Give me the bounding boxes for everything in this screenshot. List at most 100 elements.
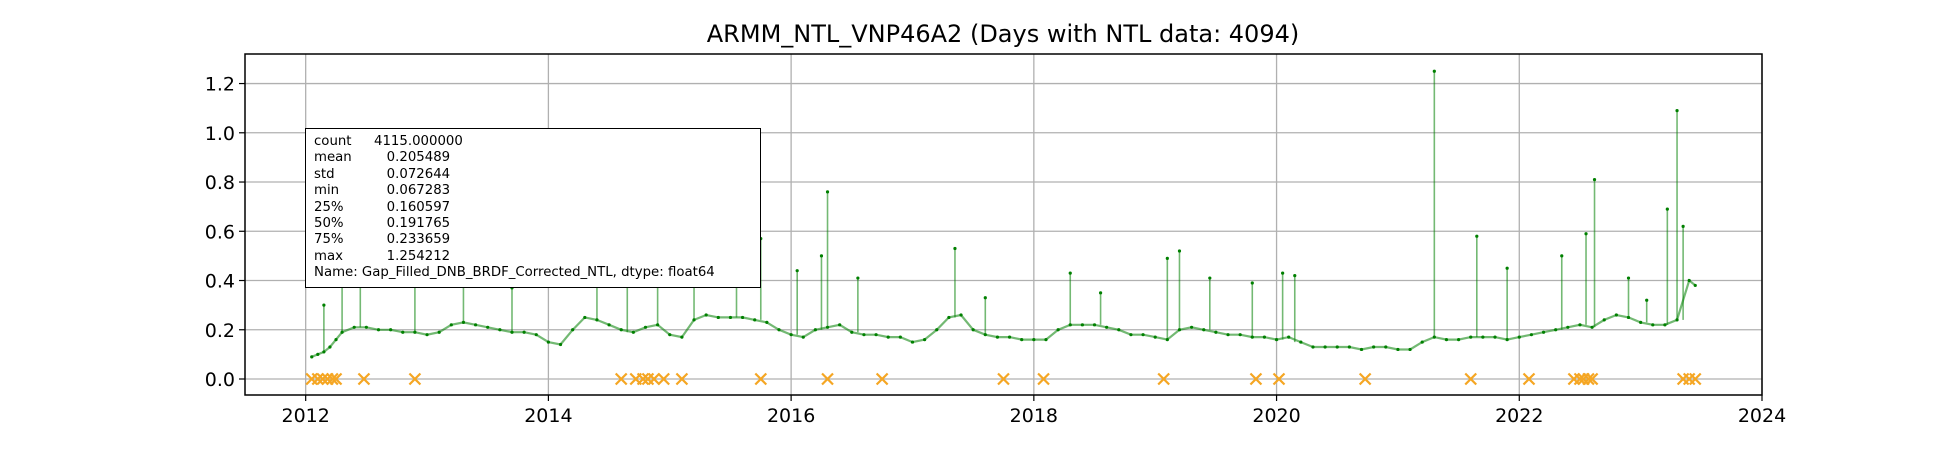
gap-x-marker (1582, 372, 1595, 386)
stats-key: count (314, 134, 352, 149)
ntl-data-point (1384, 345, 1388, 349)
x-tick-label: 2024 (1738, 405, 1786, 427)
ntl-data-point (1238, 333, 1242, 337)
ntl-spike-point (322, 303, 326, 307)
ntl-data-point (546, 340, 551, 344)
gap-x-marker (316, 372, 329, 386)
ntl-data-point (862, 333, 866, 337)
ntl-data-point (1335, 345, 1339, 349)
stats-value: 0.067283 (374, 183, 451, 199)
ntl-data-point (1274, 338, 1279, 342)
ntl-data-point (1153, 335, 1157, 339)
ntl-data-point (1396, 347, 1400, 352)
ntl-data-point (838, 323, 842, 327)
x-axis-ticks: 2012 2014 2016 2018 2020 2022 2024 (282, 395, 1786, 427)
x-tick-label: 2014 (524, 405, 572, 427)
ntl-data-point (1651, 323, 1655, 327)
chart-title: ARMM_NTL_VNP46A2 (Days with NTL data: 40… (707, 20, 1299, 48)
ntl-data-point (1080, 323, 1084, 327)
stats-key: 75% (314, 232, 344, 248)
ntl-data-point (1693, 283, 1697, 288)
ntl-data-point (376, 328, 381, 332)
ntl-data-point (1469, 335, 1473, 339)
gap-x-marker (875, 372, 889, 386)
ntl-spike-point (1177, 249, 1182, 253)
gap-x-marker (1688, 372, 1702, 386)
ntl-data-point (1590, 325, 1594, 329)
gap-x-marker (1522, 372, 1536, 386)
ntl-spike-point (983, 296, 987, 300)
stats-name-line: Name: Gap_Filled_DNB_BRDF_Corrected_NTL,… (314, 265, 715, 281)
stats-value: 0.233659 (374, 232, 451, 248)
x-tick-label: 2020 (1252, 405, 1300, 427)
stats-row: 50% 0.191765 (314, 216, 752, 232)
ntl-data-point (1105, 325, 1109, 329)
ntl-series-line (311, 278, 1696, 358)
ntl-spike-point (1626, 276, 1631, 280)
stats-rows: count 4115.000000 mean 0.205489 std 0.07264… (314, 134, 752, 265)
ntl-data-point (1639, 320, 1643, 324)
ntl-data-point (947, 315, 951, 320)
ntl-data-point (1311, 345, 1315, 349)
gap-markers (305, 372, 1702, 386)
ntl-data-point (1262, 335, 1267, 339)
ntl-data-point (437, 330, 441, 334)
ntl-data-point (789, 333, 793, 337)
stats-value: 0.191765 (374, 216, 451, 232)
ntl-spike-point (953, 246, 957, 251)
stats-key: mean (314, 150, 352, 166)
ntl-data-point (522, 330, 526, 334)
ntl-data-point (1020, 338, 1024, 342)
ntl-data-point (1359, 347, 1364, 352)
ntl-spike-point (1281, 271, 1285, 275)
gap-x-marker (997, 372, 1010, 386)
gap-x-marker (675, 372, 689, 386)
gap-x-marker (636, 372, 650, 386)
ntl-data-point (874, 333, 878, 337)
ntl-data-point (316, 352, 320, 356)
y-tick-label: 0.8 (205, 172, 235, 194)
ntl-data-point (1529, 333, 1534, 337)
x-tick-label: 2012 (282, 405, 330, 427)
stats-key: max (314, 248, 343, 264)
ntl-data-point (1141, 333, 1145, 337)
ntl-spike-point (1584, 232, 1588, 236)
stats-row: max 1.254212 (314, 249, 752, 265)
ntl-spike-point (1098, 291, 1103, 295)
gap-x-marker (614, 372, 628, 386)
ntl-data-point (607, 323, 611, 327)
ntl-data-point (1299, 340, 1303, 344)
stats-value: 0.205489 (374, 150, 451, 166)
ntl-data-point (704, 313, 708, 317)
stats-value: 1.254212 (374, 248, 451, 264)
ntl-data-point (401, 330, 405, 334)
ntl-data-point (1566, 325, 1570, 329)
stats-row: std 0.072644 (314, 167, 752, 183)
gap-x-marker (1358, 372, 1372, 386)
stats-row: 75% 0.233659 (314, 232, 752, 248)
ntl-data-point (389, 328, 393, 332)
ntl-spike-point (1293, 273, 1297, 278)
ntl-data-point (1007, 335, 1012, 339)
ntl-data-point (753, 318, 757, 322)
ntl-data-point (668, 333, 672, 337)
ntl-spike-point (1665, 207, 1669, 211)
y-tick-label: 0.0 (205, 369, 235, 391)
y-axis-ticks: 0.0 0.2 0.4 0.6 0.8 1.0 1.2 (205, 74, 245, 391)
ntl-data-point (1372, 345, 1376, 349)
ntl-data-point (959, 313, 963, 317)
ntl-spike-point (1208, 276, 1212, 280)
ntl-data-point (716, 315, 720, 320)
ntl-data-point (1214, 330, 1218, 334)
gap-x-marker (1585, 372, 1599, 386)
stats-key: min (314, 183, 340, 199)
ntl-data-point (352, 325, 356, 329)
stats-key: std (314, 166, 335, 182)
stats-row: 25% 0.160597 (314, 200, 752, 216)
gap-x-marker (1037, 372, 1050, 386)
ntl-data-point (740, 315, 745, 320)
ntl-data-point (1202, 328, 1206, 332)
ntl-data-point (1444, 338, 1449, 342)
ntl-data-point (310, 355, 314, 359)
